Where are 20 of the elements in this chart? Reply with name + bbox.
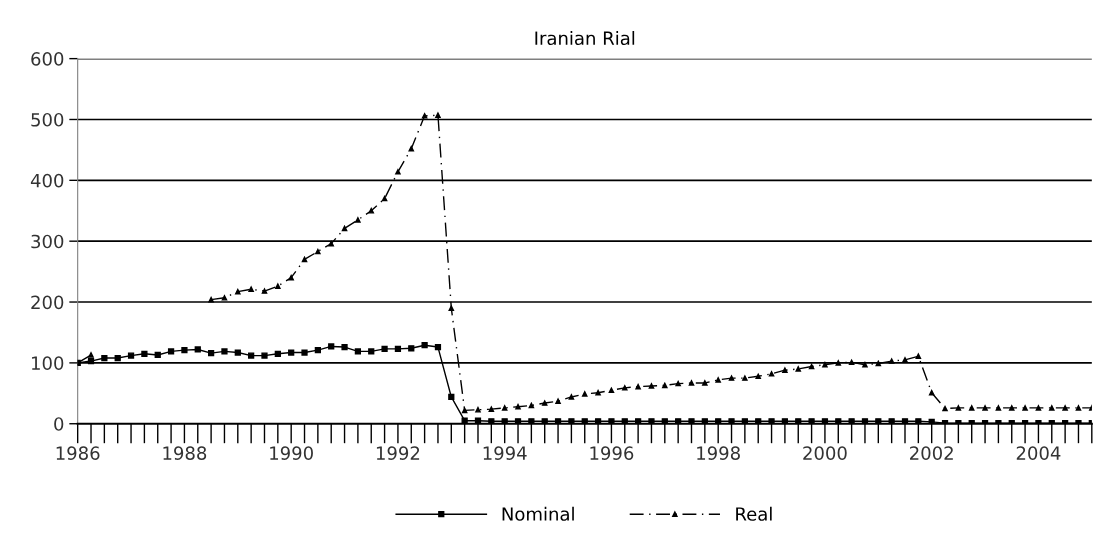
x-tick-label: 1990 (270, 446, 313, 460)
chart-title: Iranian Rial (535, 31, 635, 45)
x-tick-label: 1998 (697, 446, 740, 460)
x-tick-label: 1992 (376, 446, 420, 460)
y-tick-label: 200 (31, 295, 64, 310)
x-tick-label: 2000 (803, 446, 847, 460)
x-tick-label: 1994 (483, 446, 527, 460)
x-tick-label: 2004 (1016, 446, 1061, 460)
x-tick-label: 2002 (910, 446, 953, 460)
legend-label: Nominal (502, 506, 574, 521)
x-tick-label: 1988 (163, 446, 207, 460)
legend-label: Real (736, 506, 772, 521)
y-tick-label: 500 (31, 112, 64, 127)
y-tick-label: 300 (31, 234, 64, 249)
y-tick-label: 600 (31, 52, 64, 66)
x-tick-label: 1996 (590, 446, 634, 460)
y-tick-label: 400 (30, 173, 64, 188)
y-tick-label: 0 (54, 417, 64, 431)
y-tick-label: 100 (32, 356, 64, 370)
x-tick-label: 1986 (56, 446, 100, 460)
